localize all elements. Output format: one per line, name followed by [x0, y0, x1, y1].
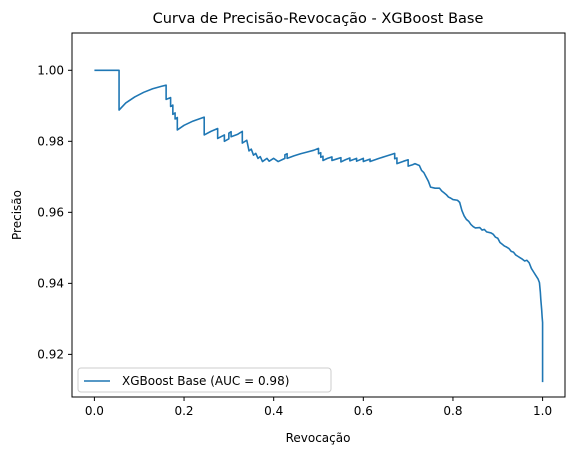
chart-title: Curva de Precisão-Revocação - XGBoost Ba… — [153, 11, 484, 27]
x-tick-label: 0.6 — [354, 404, 373, 418]
x-tick-label: 0.4 — [264, 404, 283, 418]
y-axis: 0.92 0.94 0.96 0.98 1.00 — [37, 63, 72, 361]
series-layer — [94, 69, 544, 383]
chart-title-group: Curva de Precisão-Revocação - XGBoost Ba… — [153, 11, 484, 27]
x-tick-label: 0.0 — [85, 404, 104, 418]
plot-frame — [71, 32, 566, 398]
legend-entry-label: XGBoost Base (AUC = 0.98) — [122, 374, 289, 388]
series-line-0 — [94, 69, 544, 383]
x-tick-label: 0.2 — [174, 404, 193, 418]
y-tick-label: 0.92 — [37, 347, 64, 361]
x-tick-label: 1.0 — [533, 404, 552, 418]
y-tick-label: 0.98 — [37, 134, 64, 148]
x-axis-label: Revocação — [286, 431, 351, 445]
y-axis-label: Precisão — [10, 190, 24, 240]
y-tick-label: 0.96 — [37, 205, 64, 219]
legend: XGBoost Base (AUC = 0.98) — [77, 367, 332, 393]
y-tick-label: 0.94 — [37, 276, 64, 290]
y-tick-label: 1.00 — [37, 63, 64, 77]
x-axis: 0.0 0.2 0.4 0.6 0.8 1.0 — [85, 397, 552, 418]
x-tick-label: 0.8 — [443, 404, 462, 418]
legend-box — [77, 367, 332, 393]
